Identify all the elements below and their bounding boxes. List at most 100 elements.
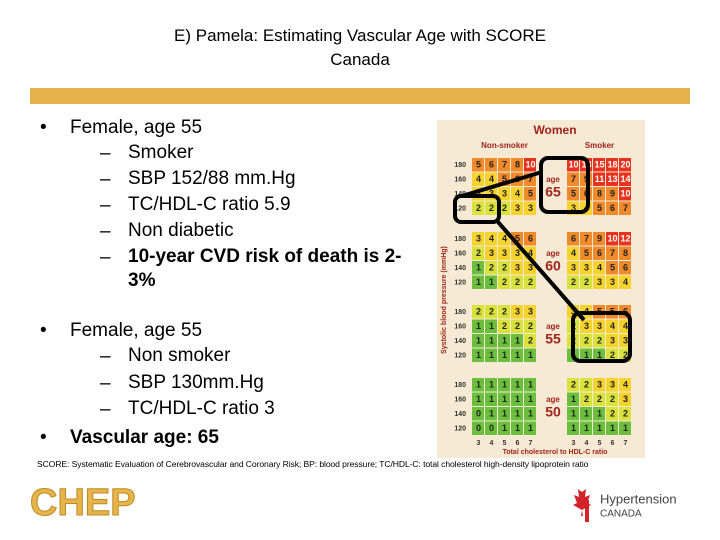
risk-cell	[567, 421, 579, 435]
risk-cell	[593, 158, 605, 172]
sub-dash: –	[100, 372, 111, 394]
risk-value: 10	[620, 189, 630, 199]
bullet-dot: •	[40, 427, 47, 448]
risk-value: 1	[515, 350, 520, 360]
risk-cell	[498, 275, 510, 289]
risk-value: 7	[528, 174, 533, 184]
risk-cell	[619, 158, 631, 172]
risk-cell	[580, 392, 592, 406]
sub-dash: –	[100, 399, 111, 420]
risk-cell	[606, 407, 618, 421]
sbp-label: 180	[454, 382, 466, 389]
age-value: 55	[545, 331, 561, 347]
risk-value: 4	[623, 277, 628, 287]
risk-cell	[524, 407, 536, 421]
risk-value: 1	[489, 409, 494, 419]
risk-value: 4	[489, 174, 494, 184]
risk-cell	[498, 378, 510, 392]
risk-cell	[511, 305, 523, 319]
risk-cell	[498, 305, 510, 319]
risk-cell	[524, 201, 536, 215]
ratio-label: 7	[529, 440, 533, 447]
bullet-text: Female, age 55	[70, 117, 203, 138]
risk-cell	[472, 319, 484, 333]
risk-value: 3	[610, 336, 615, 346]
sub-text: Non diabetic	[128, 220, 234, 241]
risk-value: 2	[489, 263, 494, 273]
risk-value: 1	[502, 350, 507, 360]
risk-value: 3	[515, 248, 520, 258]
risk-value: 4	[623, 380, 628, 390]
risk-value: 3	[502, 248, 507, 258]
risk-cell	[567, 158, 579, 172]
sub-text: SBP 130mm.Hg	[128, 371, 264, 393]
risk-value: 1	[597, 350, 602, 360]
risk-value: 1	[489, 321, 494, 331]
risk-value: 3	[597, 277, 602, 287]
risk-cell	[485, 158, 497, 172]
sbp-label: 140	[454, 338, 466, 345]
ratio-label: 6	[611, 440, 615, 447]
risk-cell	[498, 407, 510, 421]
risk-cell	[593, 232, 605, 246]
risk-value: 1	[502, 380, 507, 390]
risk-value: 2	[528, 277, 533, 287]
risk-value: 7	[584, 234, 589, 244]
risk-cell	[524, 187, 536, 201]
risk-value: 11	[595, 174, 605, 184]
risk-value: 4	[571, 248, 576, 258]
risk-cell	[485, 172, 497, 186]
ratio-label: 5	[598, 440, 602, 447]
risk-value: 3	[571, 203, 576, 213]
risk-value: 1	[515, 409, 520, 419]
risk-value: 2	[584, 277, 589, 287]
age-value: 50	[545, 404, 561, 420]
risk-value: 4	[528, 248, 533, 258]
ratio-label: 6	[516, 440, 520, 447]
risk-cell	[472, 334, 484, 348]
risk-value: 1	[476, 277, 481, 287]
risk-value: 4	[623, 321, 628, 331]
risk-cell	[472, 261, 484, 275]
risk-value: 13	[607, 174, 617, 184]
y-axis-label: Systolic blood pressure (mmHg)	[441, 246, 448, 354]
risk-value: 10	[607, 234, 617, 244]
ratio-label: 7	[624, 440, 628, 447]
risk-value: 4	[502, 234, 507, 244]
risk-cell	[619, 187, 631, 201]
risk-value: 1	[476, 350, 481, 360]
risk-cell	[511, 392, 523, 406]
risk-value: 1	[528, 423, 533, 433]
risk-value: 2	[489, 307, 494, 317]
risk-value: 2	[502, 307, 507, 317]
risk-value: 4	[597, 263, 602, 273]
risk-value: 1	[571, 394, 576, 404]
highlight-box	[539, 156, 590, 214]
risk-cell	[593, 275, 605, 289]
risk-cell	[619, 261, 631, 275]
risk-cell	[606, 246, 618, 260]
risk-cell	[580, 261, 592, 275]
risk-value: 2	[502, 203, 507, 213]
risk-value: 6	[610, 203, 615, 213]
risk-value: 0	[476, 423, 481, 433]
risk-value: 1	[528, 380, 533, 390]
risk-cell	[498, 232, 510, 246]
risk-value: 1	[571, 409, 576, 419]
sbp-label: 180	[454, 162, 466, 169]
risk-value: 5	[528, 189, 533, 199]
risk-value: 2	[584, 380, 589, 390]
risk-value: 6	[489, 160, 494, 170]
risk-cell	[472, 232, 484, 246]
risk-value: 5	[515, 234, 520, 244]
risk-value: 4	[476, 174, 481, 184]
risk-cell	[567, 232, 579, 246]
risk-value: 1	[502, 336, 507, 346]
risk-cell	[511, 187, 523, 201]
risk-value: 2	[528, 321, 533, 331]
risk-value: 1	[476, 394, 481, 404]
risk-value: 7	[610, 248, 615, 258]
risk-cell	[498, 319, 510, 333]
sub-text: Smoker	[128, 142, 194, 163]
risk-cell	[524, 334, 536, 348]
